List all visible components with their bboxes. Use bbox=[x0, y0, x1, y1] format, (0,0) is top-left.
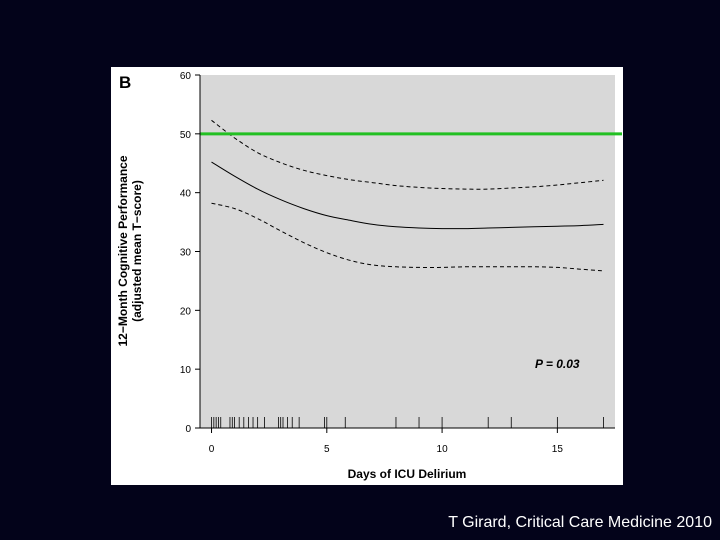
y-tick-label: 60 bbox=[180, 71, 192, 82]
series-line-lower_bound bbox=[211, 202, 604, 272]
y-tick-label: 40 bbox=[180, 189, 192, 200]
x-tick-label: 0 bbox=[209, 444, 215, 455]
y-ticks: 0 10 20 30 40 50 60 bbox=[180, 71, 200, 435]
rug-layer bbox=[211, 417, 604, 428]
y-tick-label: 10 bbox=[180, 365, 192, 376]
figure-panel: 0 10 20 30 40 50 60 0 5 10 15 B P = 0.03 Days of … bbox=[111, 67, 623, 485]
series-line-upper_bound bbox=[211, 119, 604, 190]
y-axis-label-line2: (adjusted mean T−score) bbox=[130, 180, 144, 322]
y-tick-label: 30 bbox=[180, 248, 192, 259]
x-tick-label: 10 bbox=[437, 444, 449, 455]
series-layer bbox=[211, 119, 604, 272]
plot-area bbox=[200, 75, 615, 428]
x-tick-label: 5 bbox=[324, 444, 330, 455]
x-tick-label: 15 bbox=[552, 444, 564, 455]
citation-text: T Girard, Critical Care Medicine 2010 bbox=[448, 514, 712, 531]
y-tick-label: 50 bbox=[180, 130, 192, 141]
y-tick-label: 0 bbox=[185, 424, 191, 435]
panel-label: B bbox=[119, 73, 131, 92]
y-axis-label-line1: 12−Month Cognitive Performance bbox=[116, 155, 130, 346]
chart: 0 10 20 30 40 50 60 0 5 10 15 B P = 0.03 Days of … bbox=[116, 71, 622, 481]
series-line-estimate bbox=[211, 161, 604, 230]
x-axis-label: Days of ICU Delirium bbox=[348, 467, 467, 481]
p-value-annotation: P = 0.03 bbox=[535, 357, 580, 371]
x-ticks: 0 5 10 15 bbox=[209, 428, 564, 455]
y-tick-label: 20 bbox=[180, 306, 192, 317]
